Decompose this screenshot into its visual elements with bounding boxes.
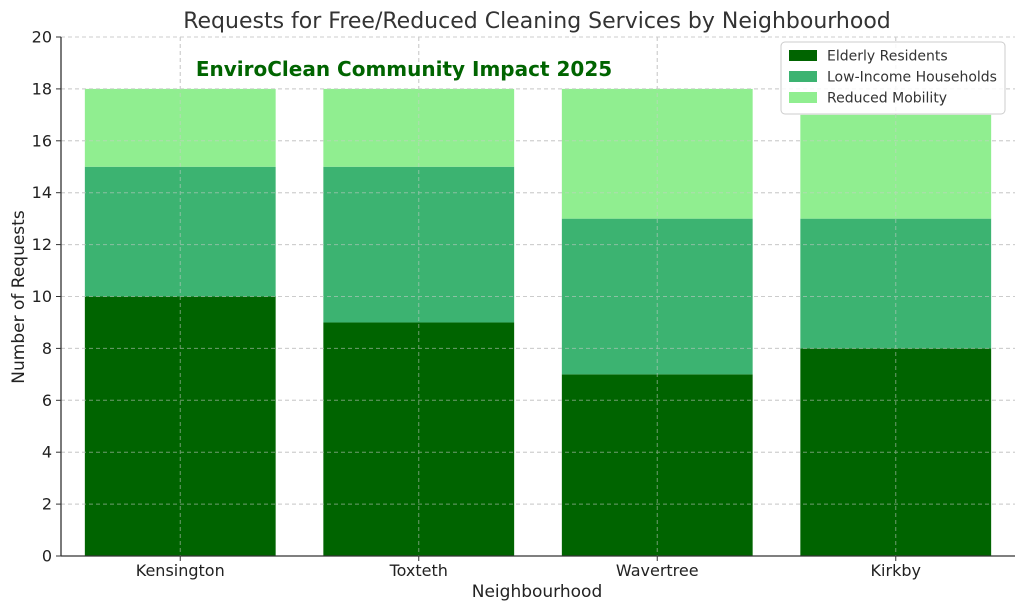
x-tick-label: Kensington <box>136 561 225 580</box>
y-tick-label: 0 <box>42 547 52 566</box>
x-tick-labels: Kensington Toxteth Wavertree Kirkby <box>136 556 921 580</box>
y-tick-label: 20 <box>32 28 52 47</box>
y-tick-label: 16 <box>32 131 52 150</box>
y-tick-label: 8 <box>42 339 52 358</box>
bar-segment <box>84 166 276 297</box>
legend-swatch <box>789 71 817 82</box>
y-tick-label: 18 <box>32 79 52 98</box>
legend-swatch <box>789 92 817 103</box>
legend-box <box>780 41 1006 115</box>
bars <box>61 36 1015 556</box>
y-tick-label: 6 <box>42 391 52 410</box>
y-tick-label: 10 <box>32 287 52 306</box>
x-axis-label: Neighbourhood <box>472 582 603 602</box>
x-tick-label: Kirkby <box>871 561 921 580</box>
y-axis-label: Number of Requests <box>9 210 29 384</box>
legend-entry-label: Elderly Residents <box>827 49 948 65</box>
y-tick-labels: 0 2 4 6 8 10 12 14 16 18 20 <box>32 28 61 566</box>
legend-entry-label: Low-Income Households <box>827 70 997 86</box>
y-tick-label: 2 <box>42 495 52 514</box>
legend-entry-label: Reduced Mobility <box>827 91 947 107</box>
bar-segment <box>84 296 276 556</box>
x-tick-label: Toxteth <box>389 561 448 580</box>
grid-overlay <box>61 36 1015 556</box>
chart-annotation: EnviroClean Community Impact 2025 <box>196 57 612 81</box>
x-tick-label: Wavertree <box>616 561 699 580</box>
y-tick-label: 14 <box>32 183 52 202</box>
y-tick-label: 12 <box>32 235 52 254</box>
legend: Elderly Residents Low-Income Households Re… <box>780 41 1006 115</box>
chart-title: Requests for Free/Reduced Cleaning Servi… <box>183 9 891 34</box>
legend-swatch <box>789 50 817 61</box>
y-tick-label: 4 <box>42 443 52 462</box>
